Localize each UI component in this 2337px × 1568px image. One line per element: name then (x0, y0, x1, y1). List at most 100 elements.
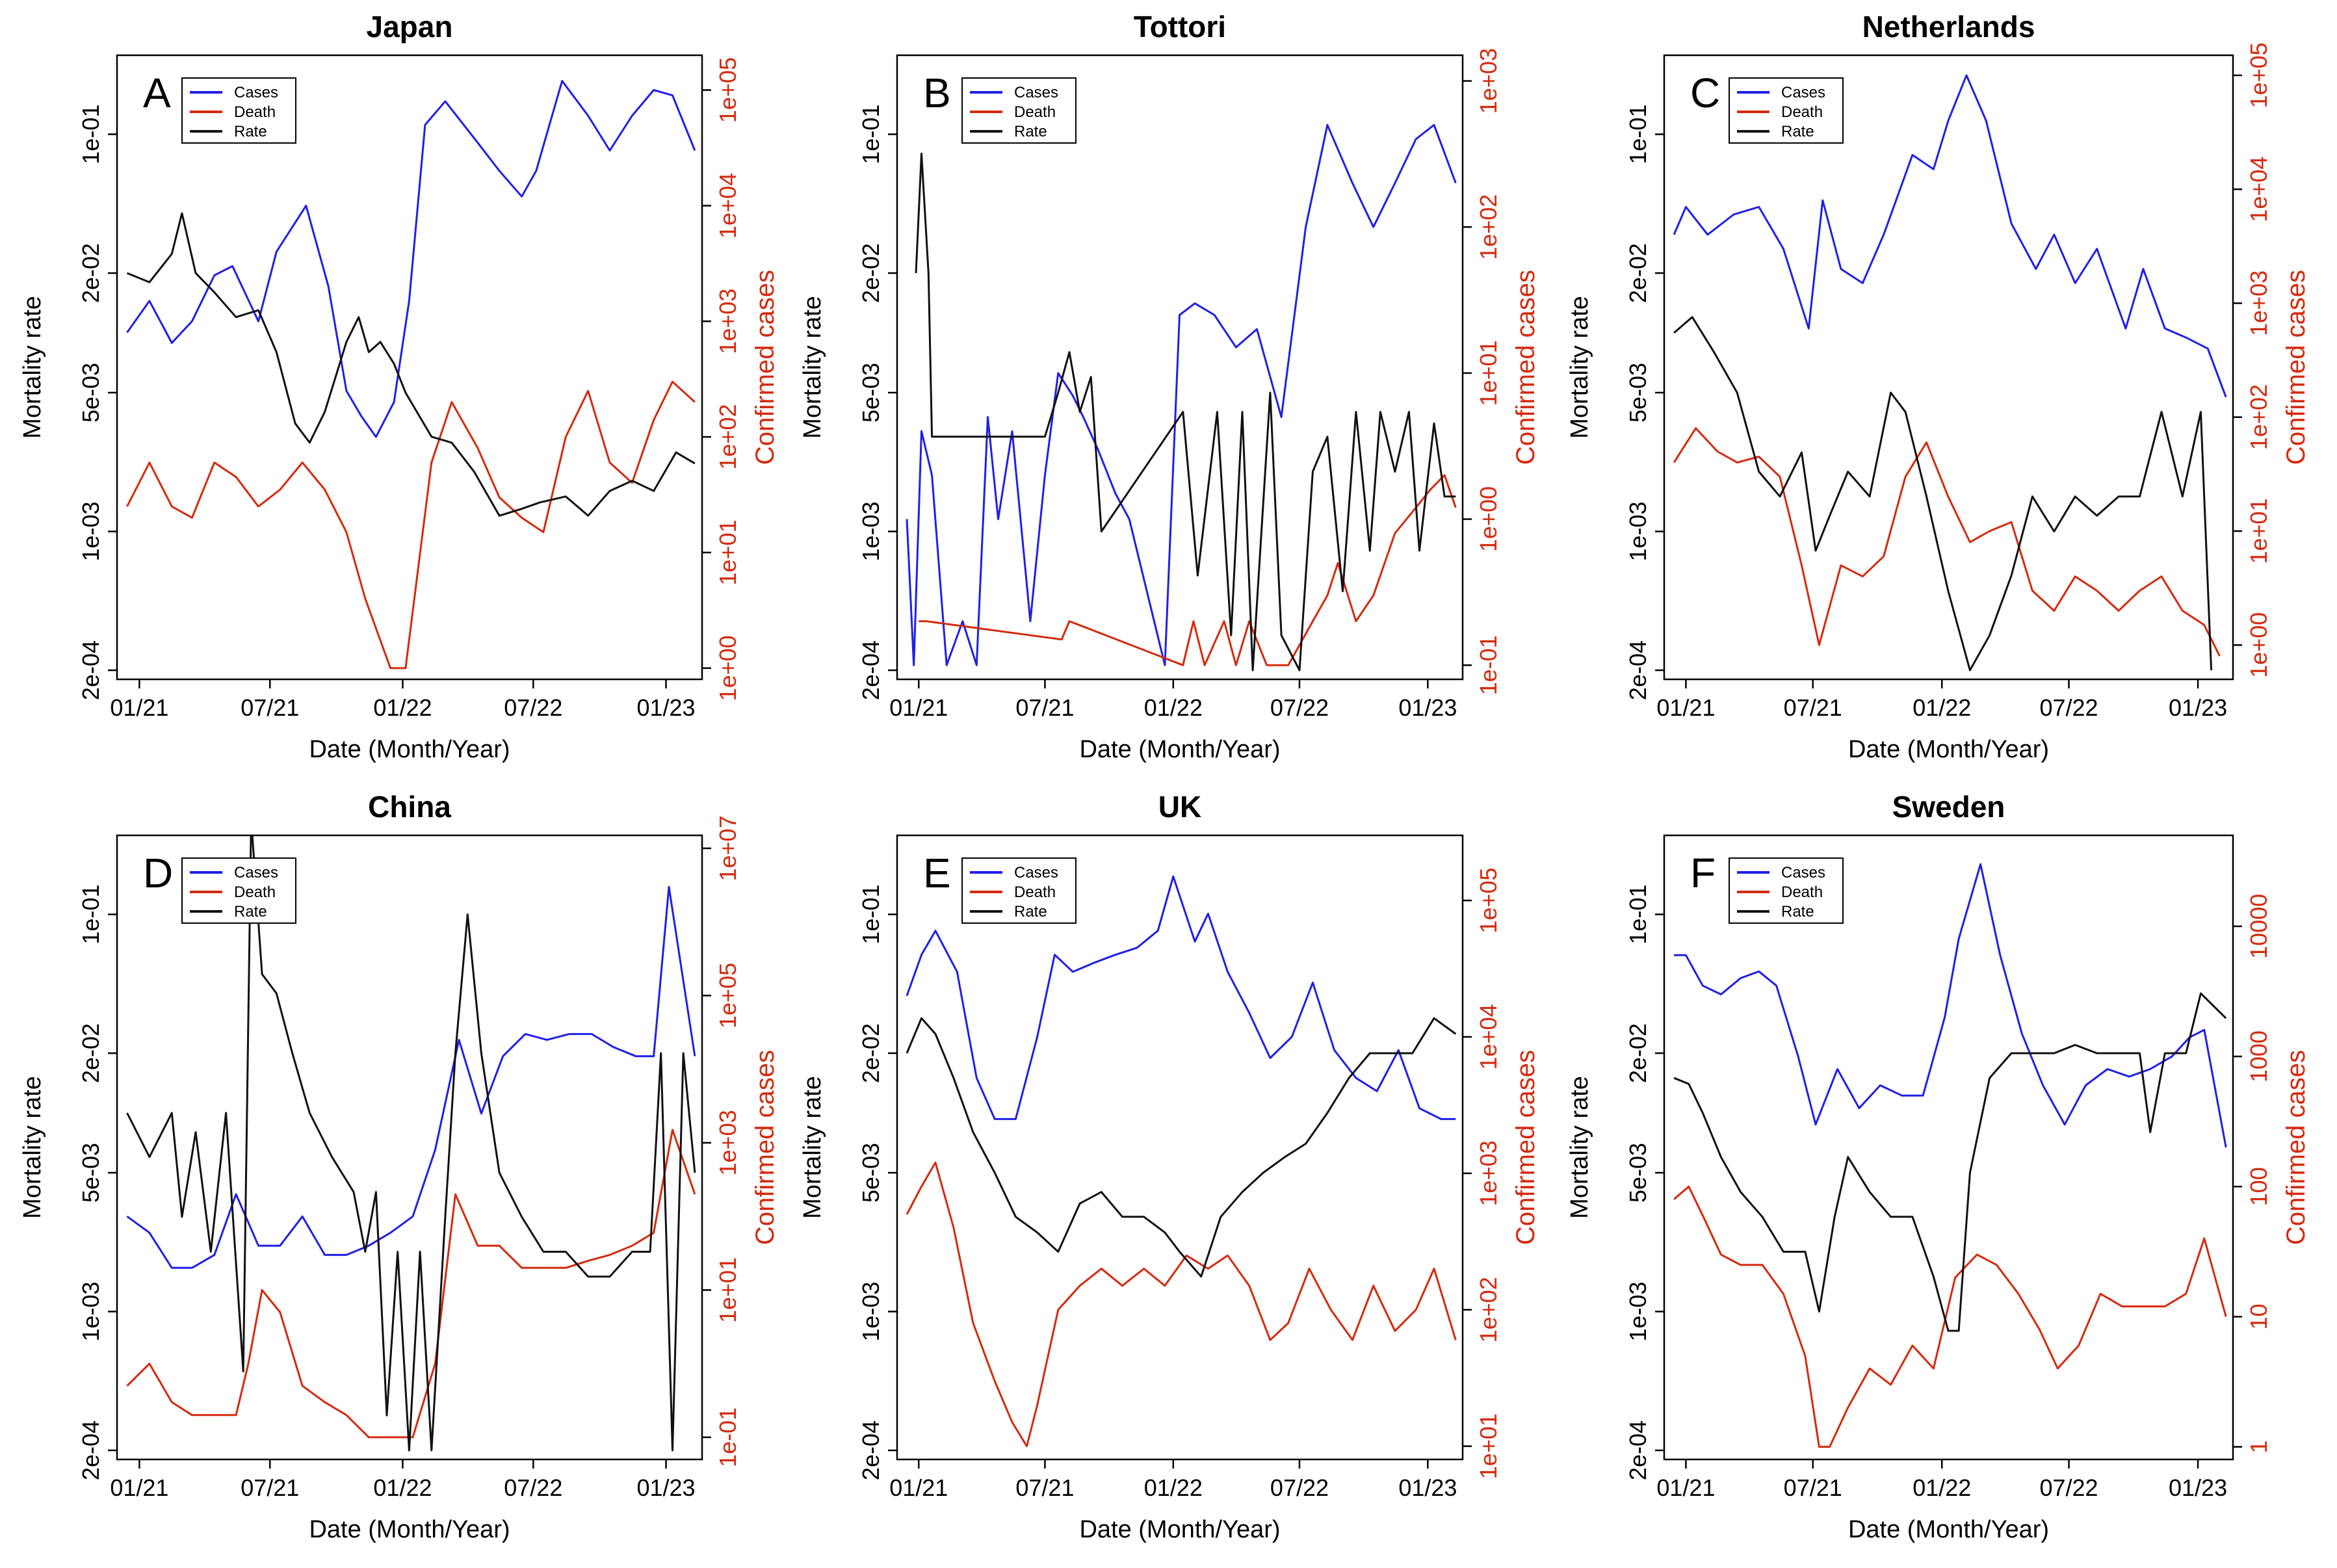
left-tick-label: 2e-02 (1625, 1023, 1651, 1083)
right-tick-label: 1e+00 (2245, 612, 2272, 678)
right-tick-label: 1e+03 (2245, 270, 2272, 336)
y-axis-label-right: Confirmed cases (751, 270, 779, 465)
y-axis-label-left: Mortality rate (1566, 1076, 1593, 1219)
x-tick-label: 01/21 (1656, 694, 1715, 721)
legend-label-death: Death (1014, 883, 1056, 901)
left-tick-label: 2e-02 (1625, 243, 1651, 303)
legend-label-rate: Rate (1781, 123, 1814, 140)
legend-label-death: Death (1014, 103, 1056, 121)
left-tick-label: 5e-03 (857, 1143, 884, 1203)
x-axis-label: Date (Month/Year) (1079, 1516, 1280, 1543)
panel-letter: A (143, 70, 171, 116)
x-tick-label: 07/22 (1270, 1474, 1329, 1501)
x-tick-label: 01/22 (1913, 1474, 1971, 1501)
right-tick-label: 1000 (2245, 1030, 2272, 1082)
series-line-rate (126, 835, 696, 1452)
series-line-death (126, 380, 696, 670)
left-tick-label: 2e-02 (77, 1023, 104, 1083)
series-line-rate (906, 1017, 1457, 1278)
series-line-death (906, 1161, 1457, 1448)
panel-title: Japan (367, 10, 453, 44)
y-axis-label-right: Confirmed cases (2282, 270, 2310, 465)
panel-title: Sweden (1892, 790, 2005, 824)
left-tick-label: 1e-03 (77, 1281, 104, 1341)
x-axis-label: Date (Month/Year) (1079, 736, 1280, 763)
left-tick-label: 5e-03 (1625, 363, 1651, 423)
y-axis-label-left: Mortality rate (1566, 296, 1593, 439)
right-tick-label: 1e+01 (714, 519, 741, 585)
y-axis-label-right: Confirmed cases (1511, 270, 1540, 465)
x-tick-label: 01/21 (889, 694, 948, 721)
x-tick-label: 01/22 (1144, 1474, 1203, 1501)
x-tick-label: 07/22 (1270, 694, 1329, 721)
series-line-death (1673, 427, 2221, 657)
left-tick-label: 1e-01 (1625, 105, 1651, 164)
right-tick-label: 1 (2245, 1441, 2272, 1454)
panel-title: Netherlands (1862, 10, 2035, 44)
right-tick-label: 1e+03 (1475, 1140, 1502, 1206)
right-tick-label: 1e+02 (2245, 384, 2272, 450)
x-axis-label: Date (Month/Year) (309, 736, 510, 763)
x-tick-label: 07/21 (1015, 1474, 1074, 1501)
y-axis-label-right: Confirmed cases (1511, 1050, 1540, 1245)
plot-box (896, 54, 1464, 681)
x-tick-label: 01/23 (636, 694, 695, 721)
panel-C: Netherlands C Cases Death Rate 01/21 07/21 01/2… (1566, 10, 2310, 763)
y-axis-label-left: Mortality rate (799, 1076, 826, 1219)
legend-label-cases: Cases (234, 864, 278, 882)
right-tick-label: 1e+01 (714, 1257, 741, 1323)
right-tick-label: 1e+03 (714, 1110, 741, 1175)
left-tick-label: 1e-03 (857, 501, 884, 561)
left-tick-label: 2e-04 (77, 1420, 104, 1480)
right-tick-label: 10 (2245, 1303, 2272, 1329)
x-tick-label: 07/21 (1015, 694, 1074, 721)
legend-label-rate: Rate (1014, 123, 1047, 140)
right-tick-label: 1e+05 (714, 963, 741, 1028)
left-tick-label: 2e-02 (857, 1023, 884, 1083)
x-tick-label: 01/23 (2169, 694, 2227, 721)
series-line-cases (906, 124, 1457, 666)
left-tick-label: 1e-01 (857, 105, 884, 164)
series-line-cases (126, 80, 696, 438)
series-line-cases (1673, 74, 2227, 398)
x-tick-label: 07/21 (1784, 694, 1842, 721)
x-tick-label: 01/22 (373, 1474, 432, 1501)
right-tick-label: 1e+01 (1475, 340, 1502, 406)
legend-label-death: Death (1781, 883, 1823, 901)
panel-letter: C (1690, 70, 1720, 116)
x-tick-label: 07/21 (1784, 1474, 1842, 1501)
right-tick-label: 1e+03 (1475, 48, 1502, 114)
panel-letter: D (143, 850, 173, 896)
legend-label-rate: Rate (234, 903, 267, 921)
panel-title: UK (1158, 790, 1201, 824)
x-axis-label: Date (Month/Year) (1848, 1516, 2049, 1543)
series-line-rate (126, 212, 696, 517)
x-tick-label: 07/22 (504, 1474, 562, 1501)
right-tick-label: 1e+05 (714, 57, 741, 123)
left-tick-label: 2e-04 (857, 640, 884, 700)
x-tick-label: 07/21 (241, 1474, 299, 1501)
panel-B: Tottori B Cases Death Rate 01/21 07/21 01/22 07/… (799, 10, 1540, 763)
legend-label-death: Death (234, 883, 276, 901)
left-tick-label: 1e-03 (1625, 501, 1651, 561)
left-tick-label: 1e-03 (1625, 1281, 1651, 1341)
plot-box (116, 834, 703, 1461)
right-tick-label: 1e+01 (2245, 498, 2272, 564)
x-tick-label: 01/23 (1398, 1474, 1457, 1501)
x-tick-label: 01/23 (636, 1474, 695, 1501)
x-axis-label: Date (Month/Year) (1848, 736, 2049, 763)
left-tick-label: 5e-03 (77, 363, 104, 423)
x-tick-label: 07/21 (241, 694, 299, 721)
series-line-cases (906, 875, 1456, 1120)
legend-label-cases: Cases (1014, 84, 1058, 101)
panel-title: China (368, 790, 451, 824)
right-tick-label: 1e+04 (2245, 157, 2272, 222)
left-tick-label: 2e-02 (77, 243, 104, 303)
legend: Cases Death Rate (961, 77, 1077, 144)
left-tick-label: 2e-04 (1625, 640, 1651, 700)
